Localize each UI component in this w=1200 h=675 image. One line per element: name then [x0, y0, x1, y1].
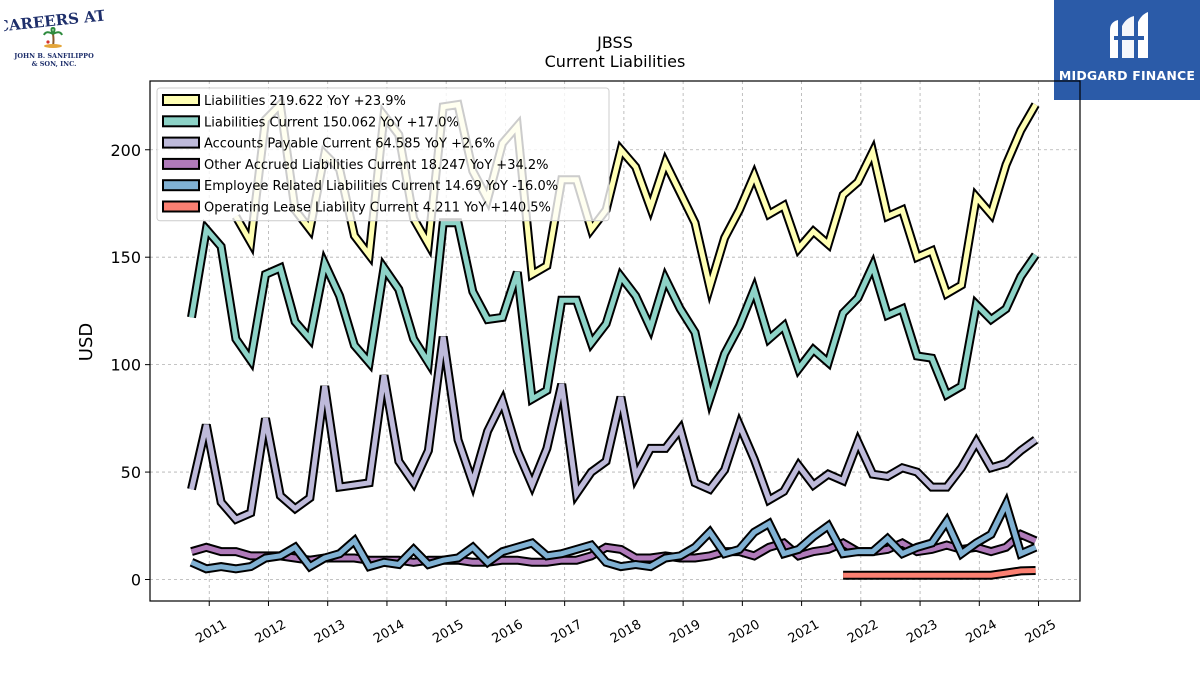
x-tick-label: 2018 — [608, 617, 644, 647]
x-tick-label: 2022 — [845, 617, 881, 647]
series-line — [189, 336, 1038, 523]
logo-left-line2: JOHN B. SANFILIPPO — [13, 52, 94, 60]
x-tick-label: 2019 — [667, 617, 703, 647]
series-5 — [189, 492, 1038, 574]
right-logo: MIDGARD FINANCE — [1054, 0, 1200, 100]
y-tick-label: 100 — [110, 356, 141, 375]
x-tick-label: 2011 — [193, 617, 229, 647]
series-line — [233, 99, 1038, 298]
chart-title: JBSS — [596, 33, 633, 52]
series-2 — [187, 218, 1040, 416]
legend-box — [156, 87, 610, 222]
x-tick-label: 2016 — [490, 617, 526, 647]
legend-label: Employee Related Liabilities Current 14.… — [204, 179, 558, 194]
legend-item: Other Accrued Liabilities Current 18.247… — [162, 157, 549, 173]
series-1 — [231, 94, 1040, 305]
legend-item: Operating Lease Liability Current 4.211 … — [162, 200, 551, 216]
x-tick-label: 2025 — [1023, 617, 1059, 647]
palm-tree-icon — [43, 26, 63, 48]
x-tick-label: 2023 — [904, 617, 940, 647]
series-line — [190, 497, 1037, 572]
y-tick-label: 0 — [131, 571, 141, 590]
x-ticks: 2011 2012 2013 2014 2015 2016 2017 2018 2019 2020… — [193, 601, 1059, 647]
legend-swatch — [162, 157, 200, 170]
x-tick-label: 2024 — [963, 617, 999, 647]
legend-label: Liabilities 219.622 YoY +23.9% — [204, 94, 406, 109]
series-3 — [187, 336, 1039, 525]
x-tick-label: 2012 — [253, 617, 289, 647]
legend-swatch — [162, 200, 200, 213]
x-tick-label: 2014 — [371, 617, 407, 647]
left-logo: CAREERS AT JOHN B. SANFILIPPO & SON, INC… — [0, 6, 108, 70]
y-tick-label: 150 — [110, 248, 141, 267]
y-axis-label: USD — [76, 323, 97, 361]
series-line — [843, 568, 1036, 578]
legend-swatch — [162, 115, 200, 128]
legend-label: Operating Lease Liability Current 4.211 … — [204, 201, 551, 216]
legend-label: Liabilities Current 150.062 YoY +17.0% — [204, 115, 459, 130]
plot-frame — [149, 80, 1081, 602]
legend-swatch — [162, 136, 200, 149]
legend: Liabilities 219.622 YoY +23.9% Liabilitie… — [156, 87, 610, 222]
right-logo-name: MIDGARD FINANCE — [1058, 68, 1196, 83]
legend-item: Employee Related Liabilities Current 14.… — [162, 179, 558, 194]
legend-item: Liabilities 219.622 YoY +23.9% — [162, 94, 406, 109]
legend-item: Liabilities Current 150.062 YoY +17.0% — [162, 115, 459, 130]
x-tick-label: 2017 — [549, 617, 585, 647]
series-line — [189, 220, 1038, 409]
x-tick-label: 2013 — [312, 617, 348, 647]
legend-item: Accounts Payable Current 64.585 YoY +2.6… — [162, 136, 495, 152]
legend-swatch — [162, 179, 200, 192]
y-tick-label: 200 — [110, 141, 141, 160]
series-6 — [843, 566, 1036, 580]
series-layer — [187, 94, 1040, 580]
x-tick-label: 2015 — [430, 617, 466, 647]
x-tick-label: 2021 — [786, 617, 822, 647]
chart-subtitle: Current Liabilities — [545, 52, 686, 71]
series-line-outline — [187, 218, 1040, 416]
legend-label: Accounts Payable Current 64.585 YoY +2.6… — [204, 137, 495, 152]
midgard-mark-icon — [1110, 12, 1148, 58]
logo-left-line3: & SON, INC. — [32, 60, 77, 68]
y-tick-label: 50 — [121, 463, 141, 482]
x-tick-label: 2020 — [727, 617, 763, 647]
y-ticks: 0 50 100 150 200 — [110, 141, 150, 590]
legend-label: Other Accrued Liabilities Current 18.247… — [204, 158, 549, 173]
legend-swatch — [162, 94, 200, 106]
